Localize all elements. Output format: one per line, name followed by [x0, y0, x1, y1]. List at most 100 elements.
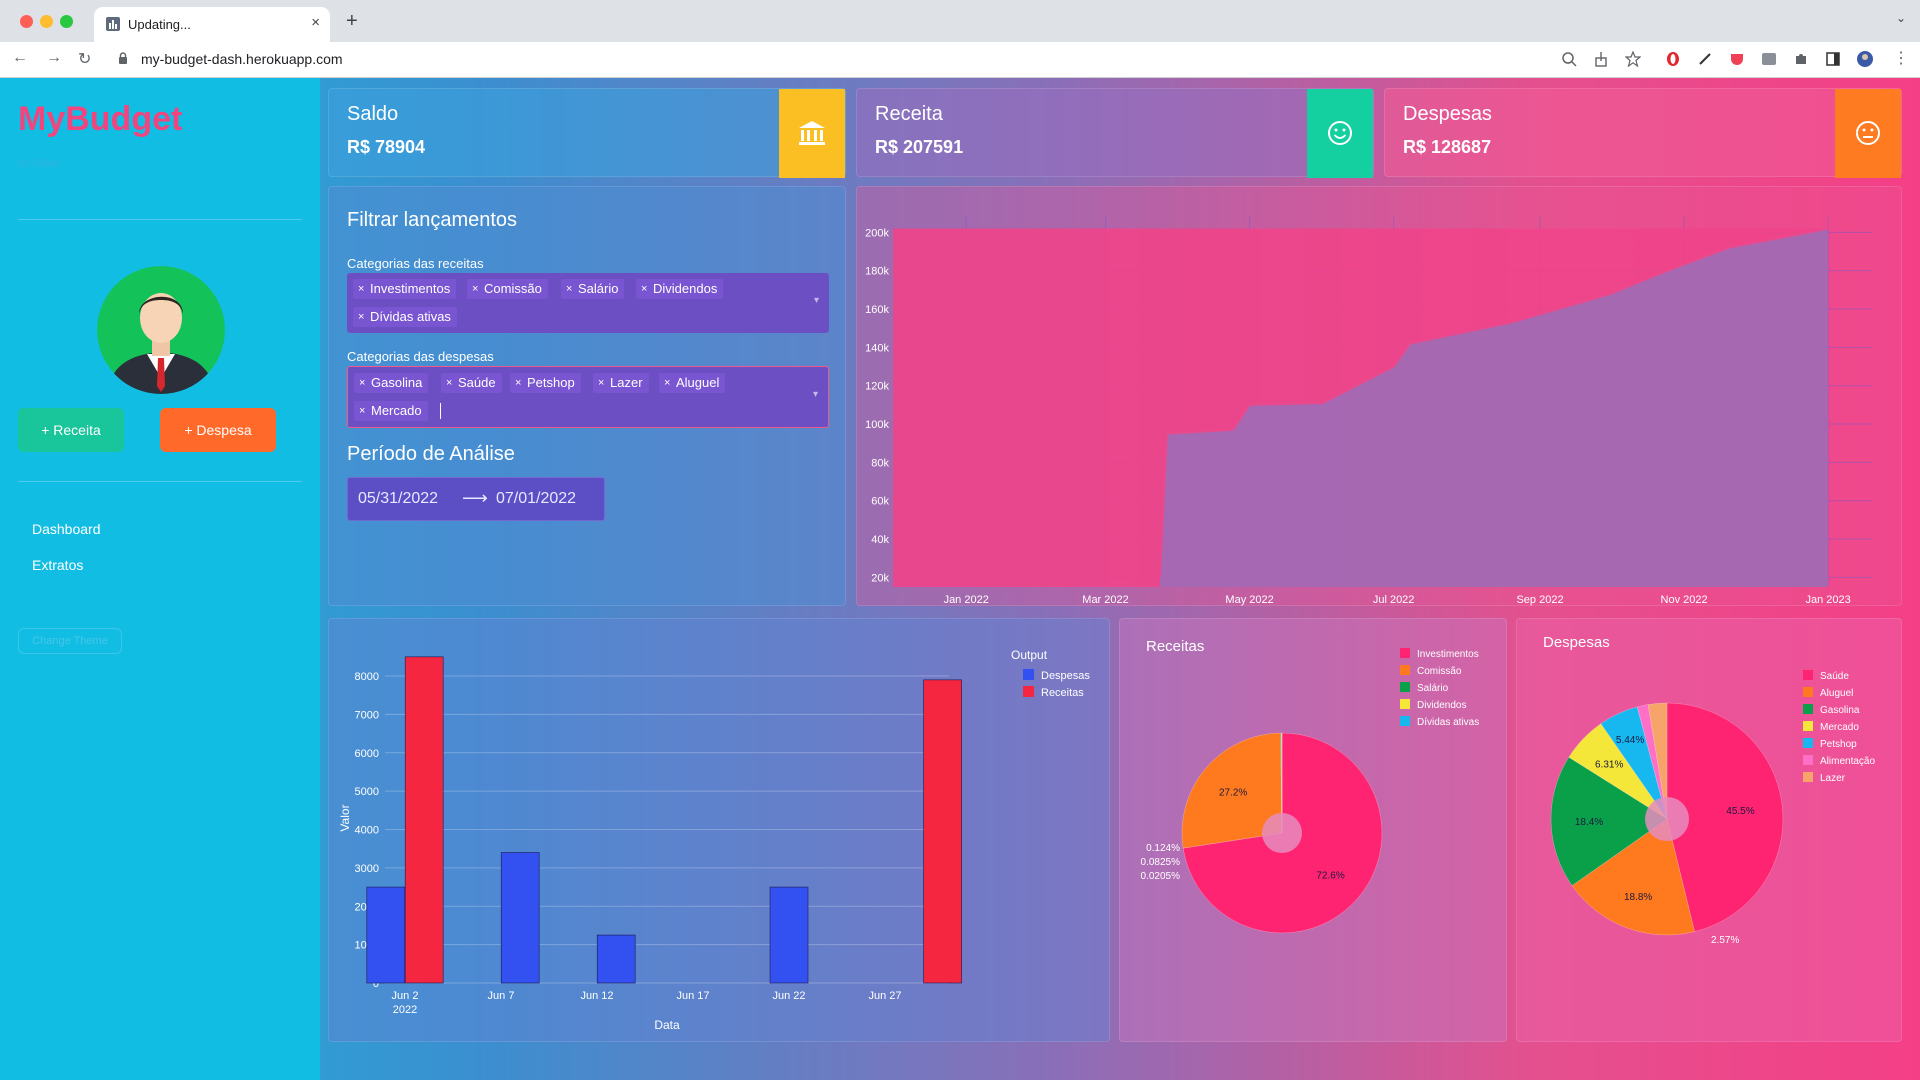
sidebar-item-extratos[interactable]: Extratos [32, 557, 84, 573]
legend-label: Dividendos [1417, 700, 1466, 711]
tag-label: Comissão [484, 281, 542, 296]
close-window-button[interactable] [20, 15, 33, 28]
back-icon[interactable]: ← [12, 49, 28, 66]
y-tick-label: 60k [871, 496, 889, 508]
remove-tag-icon[interactable]: × [359, 377, 366, 389]
sidebar-item-dashboard[interactable]: Dashboard [32, 521, 101, 537]
star-icon[interactable] [1625, 51, 1641, 67]
tag-receita[interactable]: × Comissão [467, 279, 548, 299]
legend-label: Dívidas ativas [1417, 717, 1479, 728]
remove-tag-icon[interactable]: × [598, 377, 605, 389]
x-tick-label: Jan 2023 [1805, 594, 1850, 606]
x-tick-label: Jun 7 [488, 990, 515, 1002]
despesas-categories-select[interactable]: × Gasolina × Saúde × Petshop × Lazer × Alugue… [347, 366, 829, 428]
sidepanel-icon[interactable] [1825, 51, 1841, 67]
pie-value-label: 0.124% [1146, 843, 1180, 854]
tag-despesa[interactable]: × Gasolina [354, 373, 429, 393]
legend-label: Receitas [1041, 687, 1084, 699]
bar [923, 679, 962, 984]
address-bar[interactable]: my-budget-dash.herokuapp.com [141, 51, 343, 67]
browser-toolbar: ← → ↻ my-budget-dash.herokuapp.com ⋮ [0, 42, 1920, 78]
chevron-down-icon[interactable]: ▾ [813, 295, 819, 306]
tag-despesa[interactable]: × Petshop [510, 373, 581, 393]
chart-favicon-icon [106, 17, 120, 31]
pie-slice [1647, 702, 1668, 820]
pocket-extension-icon[interactable] [1729, 51, 1745, 67]
filter-title: Filtrar lançamentos [347, 209, 518, 231]
add-receita-button[interactable]: + Receita [18, 408, 124, 452]
date-end-input[interactable]: 07/01/2022 [496, 490, 577, 507]
pen-extension-icon[interactable] [1697, 51, 1713, 67]
legend-title: Output [1011, 648, 1048, 662]
despesas-pie-chart: Despesas 45.5% 18.8% 18.4% 6.31% 5.44% 2.57% Sa… [1543, 634, 1875, 946]
close-tab-icon[interactable]: × [311, 14, 320, 31]
add-despesa-button[interactable]: + Despesa [160, 408, 276, 452]
browser-tab[interactable]: Updating... × [94, 7, 330, 42]
sidebar-divider [18, 219, 302, 220]
brand-subtitle: by Adler [18, 156, 62, 170]
y-tick-label: 40k [871, 534, 889, 546]
y-tick-label: 20k [871, 572, 889, 584]
date-range-picker[interactable]: 05/31/2022 ⟶ 07/01/2022 [347, 477, 605, 521]
legend-swatch [1803, 670, 1813, 680]
maximize-window-button[interactable] [60, 15, 73, 28]
x-axis-label: Data [654, 1018, 680, 1032]
tag-despesa[interactable]: × Aluguel [659, 373, 726, 393]
y-tick-label: 7000 [355, 709, 379, 721]
menu-dots-icon[interactable]: ⋮ [1893, 50, 1909, 67]
kpi-card-saldo: Saldo R$ 78904 [328, 88, 846, 178]
share-icon[interactable] [1593, 51, 1609, 67]
text-cursor [440, 403, 441, 419]
chevron-down-icon[interactable]: ▾ [812, 389, 818, 400]
chevron-down-icon[interactable]: ⌄ [1895, 11, 1906, 25]
kpi-card-despesas: Despesas R$ 128687 [1384, 88, 1902, 178]
remove-tag-icon[interactable]: × [359, 405, 366, 417]
x-tick-label: 2022 [393, 1004, 417, 1016]
kpi-icon-box [1835, 89, 1901, 178]
pie-hole [1645, 797, 1689, 841]
x-tick-label: May 2022 [1225, 594, 1273, 606]
reload-icon[interactable]: ↻ [78, 51, 92, 68]
receitas-pie-chart: Receitas 72.6% 27.2% 0.124% 0.0825% 0.0205% In… [1141, 638, 1479, 934]
tag-label: Mercado [371, 403, 422, 418]
remove-tag-icon[interactable]: × [664, 377, 671, 389]
kpi-value: R$ 128687 [1403, 137, 1492, 157]
profile-avatar-icon[interactable] [1857, 51, 1873, 67]
legend-swatch [1400, 665, 1410, 675]
tag-label: Dívidas ativas [370, 309, 451, 324]
minimize-window-button[interactable] [40, 15, 53, 28]
bar [500, 852, 540, 984]
receitas-categories-select[interactable]: × Investimentos × Comissão × Salário × Divid… [347, 273, 829, 333]
date-start-input[interactable]: 05/31/2022 [358, 490, 439, 507]
legend-swatch [1400, 682, 1410, 692]
tag-receita[interactable]: × Dívidas ativas [353, 307, 457, 327]
x-tick-label: Jun 27 [868, 990, 901, 1002]
remove-tag-icon[interactable]: × [515, 377, 522, 389]
pie-hole [1262, 813, 1302, 853]
remove-tag-icon[interactable]: × [358, 283, 365, 295]
remove-tag-icon[interactable]: × [641, 283, 648, 295]
tag-receita[interactable]: × Salário [561, 279, 625, 299]
pie-value-label: 0.0825% [1141, 857, 1181, 868]
change-theme-button[interactable]: Change Theme [18, 628, 122, 654]
forward-icon[interactable]: → [46, 49, 62, 66]
remove-tag-icon[interactable]: × [358, 311, 365, 323]
remove-tag-icon[interactable]: × [472, 283, 479, 295]
x-tick-label: Sep 2022 [1516, 594, 1563, 606]
puzzle-extensions-icon[interactable] [1793, 51, 1809, 67]
tag-despesa[interactable]: × Saúde [441, 373, 502, 393]
tag-receita[interactable]: × Dividendos [636, 279, 724, 299]
y-tick-label: 6000 [355, 748, 379, 760]
x-tick-label: Jun 12 [580, 990, 613, 1002]
tag-receita[interactable]: × Investimentos [353, 279, 457, 299]
tag-despesa[interactable]: × Mercado [354, 401, 428, 421]
legend-swatch [1803, 687, 1813, 697]
opera-extension-icon[interactable] [1665, 51, 1681, 67]
devtools-extension-icon[interactable] [1761, 51, 1777, 67]
remove-tag-icon[interactable]: × [446, 377, 453, 389]
kpi-icon-box [779, 89, 845, 178]
zoom-icon[interactable] [1561, 51, 1577, 67]
remove-tag-icon[interactable]: × [566, 283, 573, 295]
new-tab-icon[interactable]: + [346, 10, 358, 32]
tag-despesa[interactable]: × Lazer [593, 373, 649, 393]
